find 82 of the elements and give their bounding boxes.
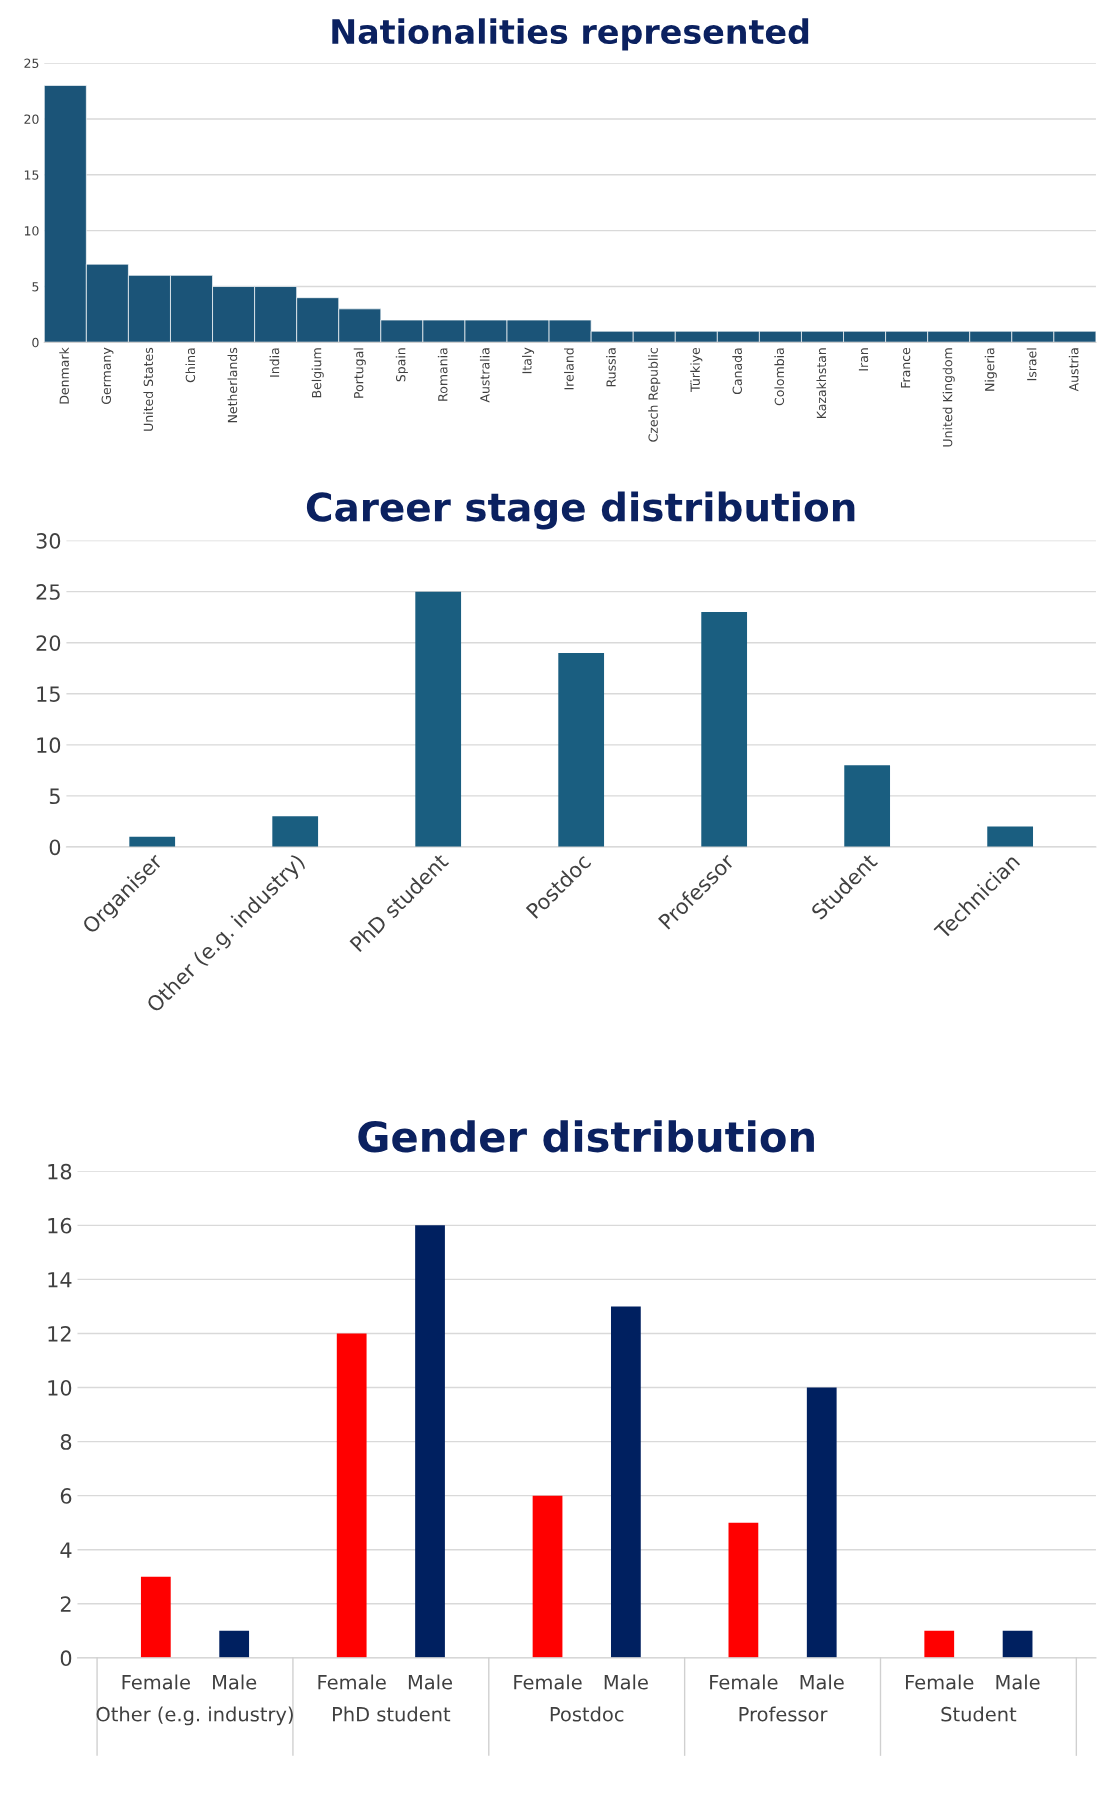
x-tick-label: Israel: [1026, 348, 1037, 381]
y-tick-label: 0: [32, 337, 39, 348]
x-tick-label: France: [900, 347, 911, 388]
bar: [806, 1387, 837, 1658]
chart-title: Gender distribution: [358, 1120, 814, 1153]
bar: [140, 1576, 171, 1658]
chart-title: Nationalities represented: [332, 18, 809, 51]
y-tick-label: 14: [48, 1272, 72, 1288]
text: Female: [514, 1674, 582, 1690]
y-tick-label: 16: [48, 1217, 72, 1234]
x-tick-label: Denmark: [59, 347, 69, 404]
bar: [1002, 1630, 1033, 1658]
y-tick-label: 20: [36, 635, 61, 651]
bar: [987, 826, 1034, 847]
x-tick-label: Ireland: [564, 348, 574, 390]
x-tick-label: Italy: [521, 347, 535, 374]
x-tick-label: United States: [143, 347, 154, 431]
bar: [924, 1630, 955, 1658]
y-tick-label: 10: [37, 737, 61, 754]
text: Female: [710, 1674, 778, 1690]
x-tick-label: Professor: [739, 1706, 828, 1722]
x-tick-label: Spain: [395, 348, 408, 382]
y-tick-label: 30: [36, 533, 61, 549]
x-tick-label: PhD student: [333, 1706, 451, 1722]
x-tick-label: Türkiye: [690, 347, 703, 393]
text: Male: [996, 1674, 1040, 1690]
bar: [532, 1495, 563, 1658]
x-tick-label: Canada: [732, 348, 742, 395]
bar: [272, 816, 319, 847]
x-tick-label: United Kingdom: [942, 348, 955, 447]
bar: [415, 591, 462, 847]
series-label: Male: [408, 1674, 453, 1690]
x-tick-label: Czech Republic: [648, 348, 661, 442]
text: Female: [318, 1674, 386, 1690]
x-tick-label: Belgium: [311, 348, 324, 398]
y-tick-label: 2: [60, 1596, 71, 1612]
x-tick-label: Other (e.g. industry): [96, 1706, 293, 1726]
y-tick-label: 4: [60, 1542, 72, 1558]
bar: [219, 1630, 250, 1658]
y-tick-label: 15: [24, 170, 39, 180]
x-tick-label: Kazakhstan: [816, 348, 827, 419]
x-tick-label: Austria: [1068, 348, 1079, 392]
y-tick-label: 5: [32, 282, 39, 292]
bar: [701, 612, 748, 847]
y-tick-label: 15: [37, 686, 60, 702]
bar: [844, 765, 891, 847]
y-tick-label: 0: [60, 1650, 72, 1667]
y-tick-label: 25: [24, 58, 39, 68]
y-tick-label: 6: [60, 1488, 72, 1504]
chart-title: Career stage distribution: [306, 491, 855, 530]
x-tick-label: Nigeria: [984, 348, 997, 391]
bar: [336, 1333, 367, 1658]
text: Male: [213, 1674, 257, 1690]
y-tick-label: 12: [48, 1325, 71, 1342]
x-tick-label: China: [185, 348, 196, 383]
text: Female: [906, 1674, 974, 1690]
series-label: Female: [122, 1674, 190, 1690]
x-tick-label: Portugal: [353, 348, 366, 398]
x-tick-label: Postdoc: [550, 1706, 624, 1722]
x-tick-label: Russia: [606, 348, 616, 387]
x-tick-label: Student: [941, 1706, 1017, 1722]
x-tick-label: India: [269, 348, 280, 377]
y-tick-label: 10: [48, 1379, 72, 1396]
x-tick-label: Iran: [858, 348, 869, 371]
y-tick-label: 20: [24, 114, 39, 124]
bar: [558, 652, 605, 847]
bar: [611, 1306, 641, 1658]
x-tick-label: Netherlands: [227, 347, 238, 423]
y-tick-label: 8: [60, 1434, 72, 1450]
text: Male: [604, 1674, 648, 1690]
y-tick-label: 25: [36, 584, 60, 600]
y-tick-label: 0: [49, 839, 61, 856]
bar: [728, 1522, 759, 1658]
x-tick-label: Australia: [479, 348, 490, 403]
x-tick-label: Germany: [101, 347, 114, 404]
x-tick-label: Colombia: [774, 348, 785, 406]
y-tick-label: 10: [24, 226, 39, 236]
bar: [415, 1225, 445, 1658]
y-tick-label: 5: [49, 788, 60, 805]
x-tick-label: Romania: [437, 348, 448, 401]
y-tick-label: 18: [48, 1163, 72, 1180]
text: Male: [800, 1674, 844, 1690]
